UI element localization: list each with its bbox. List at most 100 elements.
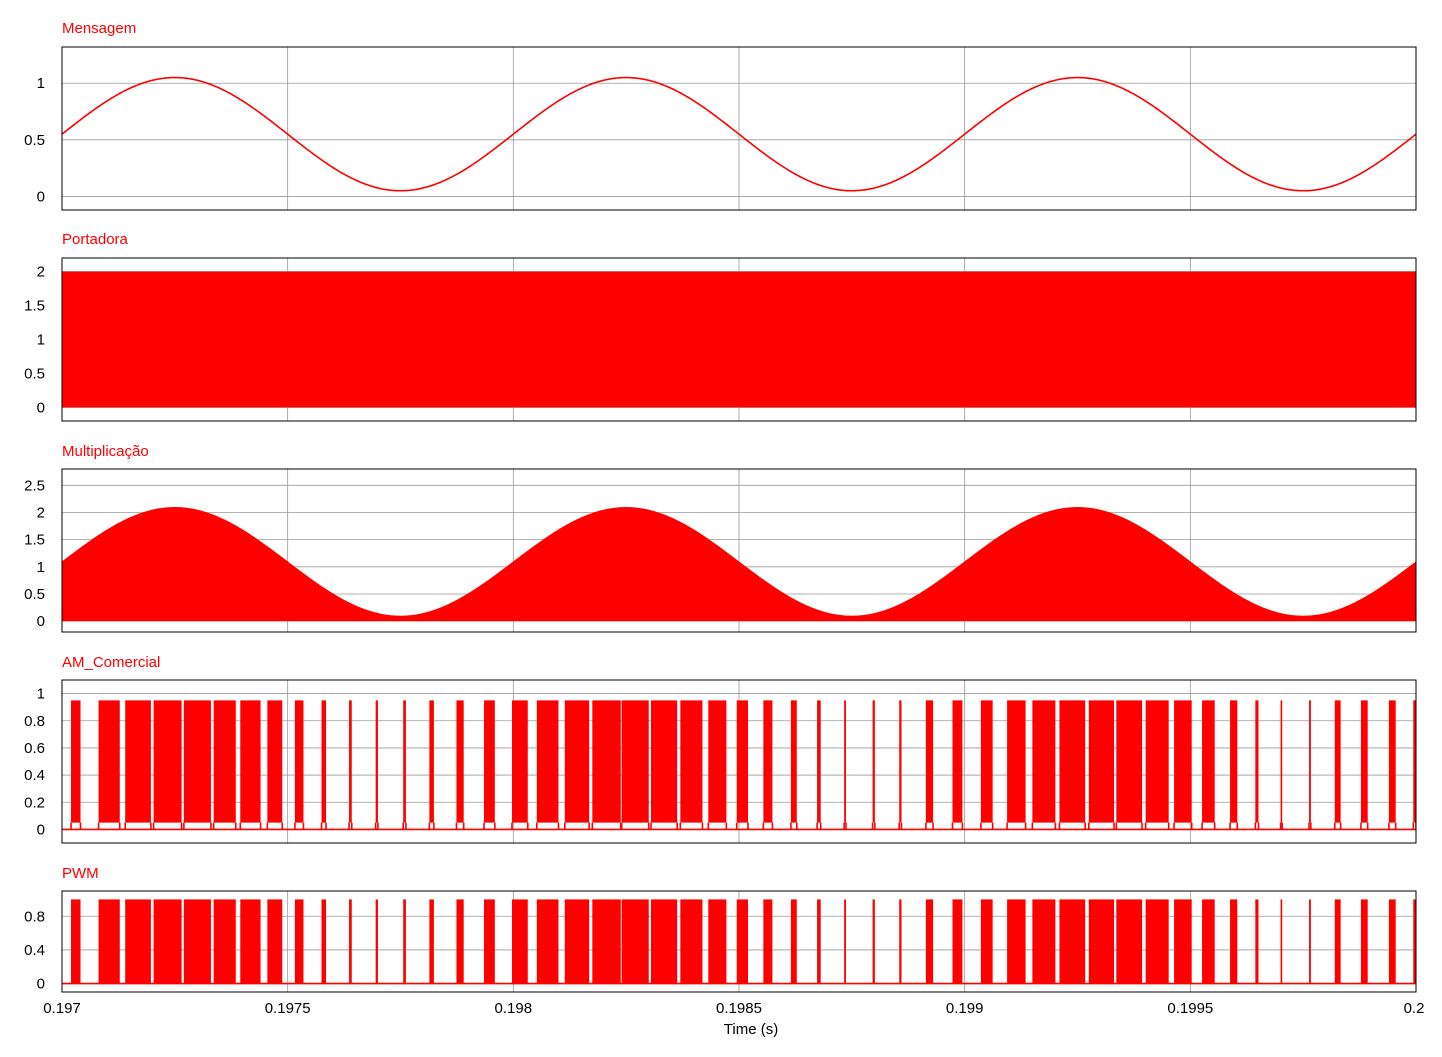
- carrier-fill: [62, 271, 1416, 408]
- pulse-burst: [1280, 700, 1283, 823]
- pulse-burst: [267, 899, 283, 984]
- pulse-burst: [1007, 700, 1026, 823]
- pulse-burst: [125, 899, 151, 984]
- x-tick-label: 0.1975: [265, 1000, 311, 1017]
- series-1: [62, 76, 1416, 192]
- grid: [62, 47, 1416, 210]
- pulse-burst: [790, 700, 797, 823]
- pulse-burst: [1360, 700, 1368, 823]
- pulse-burst: [213, 899, 236, 984]
- y-tick-label: 0: [37, 188, 45, 205]
- pulse-burst: [899, 899, 902, 984]
- pulse-burst: [763, 899, 773, 984]
- pulse-burst: [980, 899, 993, 984]
- pulse-burst: [1413, 899, 1416, 984]
- pulse-burst: [708, 700, 727, 823]
- pulse-burst: [536, 700, 559, 823]
- y-tick-label: 2: [37, 504, 45, 521]
- y-tick-label: 0.8: [24, 713, 45, 730]
- series-4: [62, 700, 1416, 831]
- y-tick-label: 0.5: [24, 132, 45, 149]
- pulse-burst: [564, 899, 590, 984]
- pulse-burst: [1145, 700, 1169, 823]
- pulse-burst: [536, 899, 559, 984]
- pulse-burst: [429, 700, 434, 823]
- pulse-burst: [1280, 899, 1283, 984]
- pulse-burst: [1309, 700, 1311, 823]
- pulse-burst: [1059, 700, 1086, 823]
- pulse-burst: [294, 700, 304, 823]
- y-tick-label: 0.5: [24, 586, 45, 603]
- pulse-burst: [511, 700, 528, 823]
- panel-title: Portadora: [62, 231, 129, 248]
- pulse-burst: [213, 700, 236, 823]
- pulse-burst: [925, 899, 934, 984]
- pulse-burst: [1202, 899, 1215, 984]
- pulse-burst: [872, 700, 875, 823]
- pulse-burst: [1413, 700, 1416, 823]
- pulse-burst: [456, 899, 464, 984]
- pulse-burst: [267, 700, 283, 823]
- pulse-burst: [708, 899, 727, 984]
- pulse-burst: [844, 700, 846, 823]
- y-tick-label: 1: [37, 332, 45, 349]
- plot-frame: [61, 46, 1417, 211]
- x-axis-label: Time (s): [724, 1021, 778, 1038]
- pulse-burst: [899, 700, 902, 823]
- panel-multiplica-o: Multiplicação 0 0.5 1 1.5 2 2.5: [24, 443, 1417, 633]
- y-tick-label: 0: [37, 399, 45, 416]
- y-tick-label: 1: [37, 75, 45, 92]
- plot-frame: [61, 679, 1417, 844]
- y-tick-label: 0.2: [24, 794, 45, 811]
- panel-title: PWM: [62, 865, 99, 882]
- pulse-burst: [240, 700, 261, 823]
- panel-pwm: PWM 0 0.4 0.8: [24, 865, 1417, 993]
- pulse-burst: [844, 899, 846, 984]
- pulse-burst: [1088, 700, 1115, 823]
- pulse-burst: [349, 700, 352, 823]
- pulse-burst: [621, 700, 649, 823]
- pulse-burst: [1116, 899, 1143, 984]
- panel-title: AM_Comercial: [62, 654, 160, 671]
- y-tick-label: 0: [37, 821, 45, 838]
- pulse-burst: [1388, 700, 1396, 823]
- pulse-burst: [1255, 899, 1259, 984]
- y-tick-label: 2: [37, 264, 45, 281]
- pulse-burst: [511, 899, 528, 984]
- pulse-burst: [1116, 700, 1143, 823]
- pulse-burst: [483, 700, 495, 823]
- pulse-burst: [183, 700, 211, 823]
- x-tick-label: 0.199: [946, 1000, 984, 1017]
- panel-title: Multiplicação: [62, 443, 149, 460]
- y-tick-label: 2.5: [24, 477, 45, 494]
- pulse-burst: [817, 700, 821, 823]
- pulse-burst: [925, 700, 934, 823]
- pulse-burst: [321, 899, 327, 984]
- panels: Mensagem00.51Portadora00.511.52Multiplic…: [24, 20, 1417, 993]
- x-tick-label: 0.198: [495, 1000, 533, 1017]
- pulse-burst: [1145, 899, 1169, 984]
- pulse-burst: [71, 700, 81, 823]
- pulse-burst: [125, 700, 151, 823]
- pulse-burst: [403, 700, 406, 823]
- pulse-burst: [1059, 899, 1086, 984]
- pulse-burst: [1174, 700, 1192, 823]
- pulse-burst: [321, 700, 327, 823]
- pulse-burst: [1230, 899, 1238, 984]
- pulse-burst: [1334, 899, 1341, 984]
- x-axis: 0.197 0.1975 0.198 0.1985 0.199 0.1995 0.2 Time…: [43, 1000, 1424, 1038]
- pulse-burst: [183, 899, 211, 984]
- x-tick-label: 0.1985: [716, 1000, 762, 1017]
- pulse-burst: [592, 700, 621, 823]
- pulse-burst: [1309, 899, 1311, 984]
- pulse-burst: [1088, 899, 1115, 984]
- pulse-burst: [1388, 899, 1396, 984]
- pulse-burst: [736, 899, 749, 984]
- pulse-burst: [621, 899, 649, 984]
- y-tick-label: 1.5: [24, 532, 45, 549]
- pulse-burst: [980, 700, 993, 823]
- pulse-burst: [375, 700, 378, 823]
- pulse-burst: [153, 899, 182, 984]
- plot-frame: [61, 257, 1417, 422]
